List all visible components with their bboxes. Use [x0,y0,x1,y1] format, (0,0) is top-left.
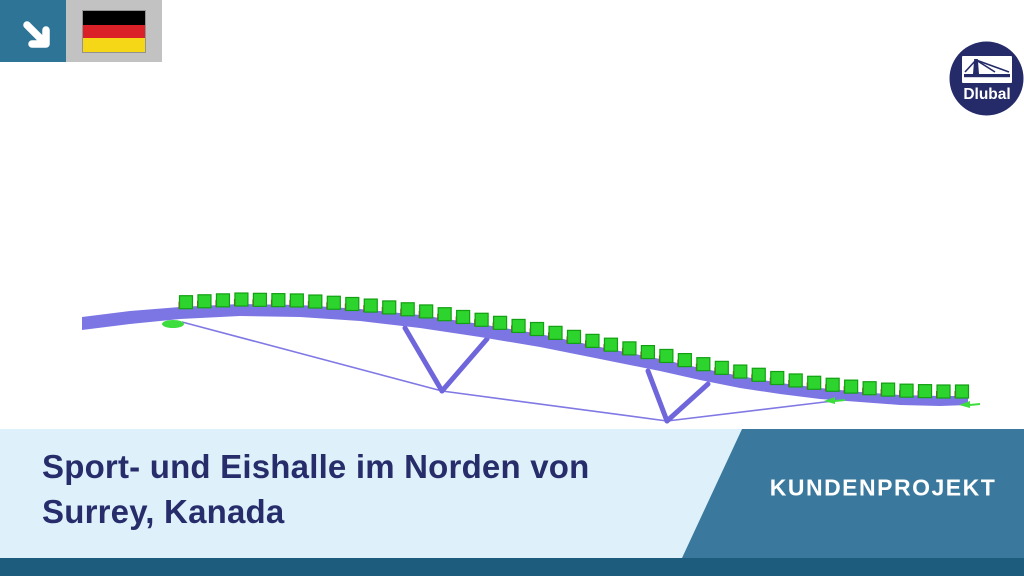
title-banner: KUNDENPROJEKT [0,429,1024,558]
load-cube [788,373,803,388]
german-flag-icon [83,11,145,52]
load-cube [382,300,397,315]
support-arrow-tail [834,399,846,402]
load-cube [770,370,785,386]
load-cube [899,383,914,398]
load-cube [954,384,970,399]
diagonal-arrow-icon [23,21,50,48]
strut-member [402,325,445,394]
load-cube [419,304,434,319]
load-cube [936,384,951,399]
load-cube [917,384,933,399]
load-cube [880,382,896,397]
strut-member [439,336,490,394]
load-cube [677,352,692,368]
load-cube [844,379,859,394]
load-cube [603,337,619,352]
bridge-pylon [973,59,979,74]
support-arrow [824,397,835,404]
cable-member [181,321,443,392]
load-cube [456,309,471,325]
strut-member [664,381,711,424]
load-cube [474,312,489,327]
language-flag-panel [66,0,162,62]
flag-stripe-gold [83,38,145,52]
load-cube [529,321,545,337]
curved-beam [82,304,968,406]
project-tag-ribbon: KUNDENPROJEKT [682,429,1024,558]
load-cube [215,293,231,308]
load-cube [511,318,526,334]
flag-stripe-red [83,24,145,39]
load-cube [252,292,268,307]
support-arrow-tail [969,403,981,406]
load-cube [807,375,822,390]
load-cube [696,357,711,372]
load-cube [326,295,341,310]
flag-stripe-black [83,11,145,25]
project-title-line2: Surrey, Kanada [42,493,285,530]
load-cube [363,298,378,313]
project-title: Sport- und Eishalle im Norden von Surrey… [42,444,589,534]
load-cube [308,294,323,309]
logo-brand-text: Dlubal [963,86,1010,103]
load-cube [400,302,415,317]
load-cube [548,325,563,340]
logo-bridge-panel [962,56,1012,83]
project-tag-label: KUNDENPROJEKT [769,474,997,501]
cable-member [666,400,834,422]
load-cube [825,377,840,392]
load-cube [437,307,452,322]
load-cube [234,292,249,307]
load-cube [751,367,766,382]
load-cube [640,344,656,360]
support-marker [162,320,184,328]
bottom-bar [0,558,1024,576]
strut-member [645,368,670,424]
load-cube [178,295,194,310]
load-cube [622,341,637,356]
load-cube [271,293,286,308]
load-cube [733,364,748,379]
diagonal-arrow-button[interactable] [0,0,66,62]
load-cube [197,294,212,309]
cable-member [441,390,668,422]
load-cube [659,348,674,364]
load-cube [289,293,304,308]
project-title-line1: Sport- und Eishalle im Norden von [42,448,590,485]
load-cube [566,329,582,344]
load-cube [585,333,600,348]
load-cube [492,315,508,330]
load-cube [714,360,729,375]
dlubal-logo: Dlubal [949,41,1024,116]
load-cube [345,296,360,312]
load-cube [862,381,877,396]
bridge-deck [964,74,1010,78]
support-arrow [959,401,970,408]
